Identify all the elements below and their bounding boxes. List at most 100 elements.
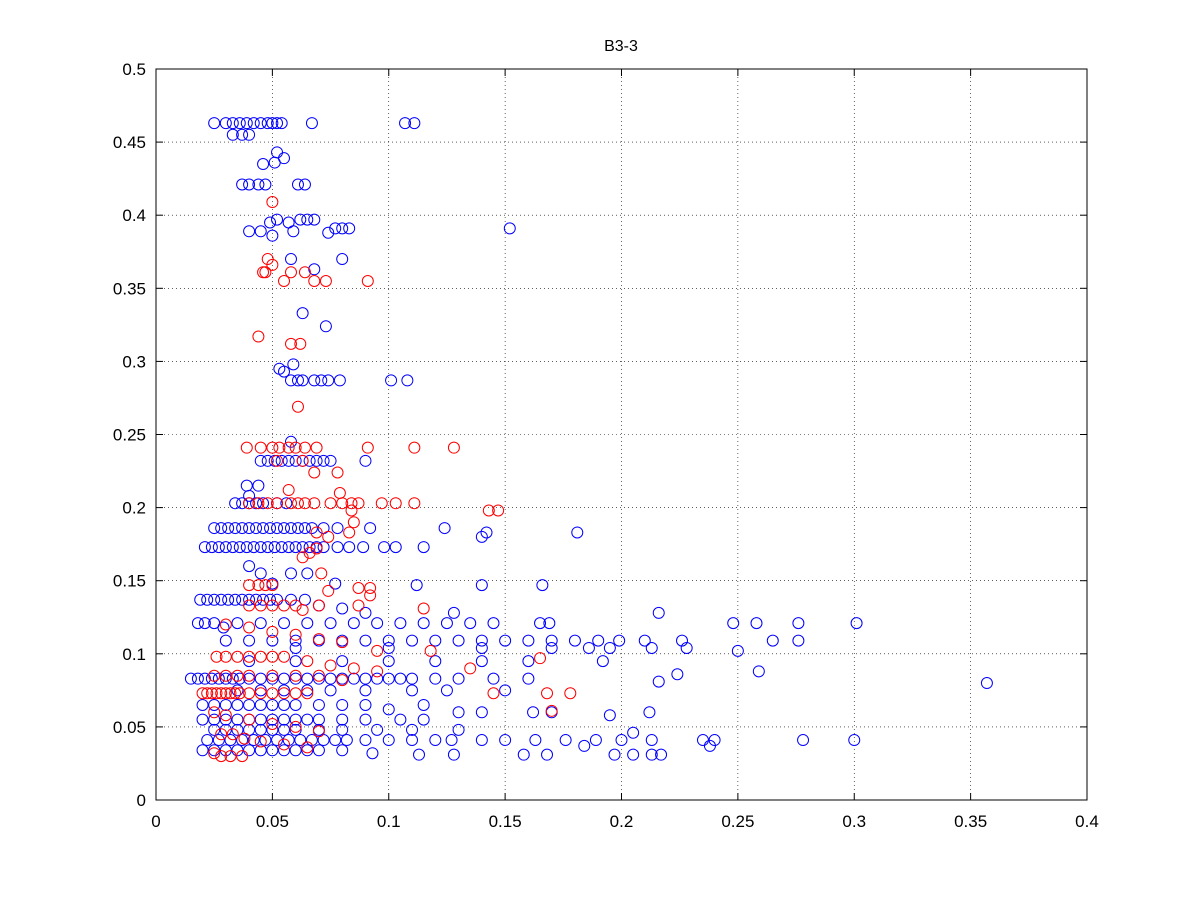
data-point-series-2 <box>289 628 302 641</box>
data-point-series-1 <box>289 454 302 467</box>
data-point-series-1 <box>257 522 270 535</box>
data-point-series-2 <box>417 602 430 615</box>
data-point-series-1 <box>229 497 242 510</box>
data-point-series-2 <box>219 669 232 682</box>
data-point-series-1 <box>475 530 488 543</box>
data-point-series-2 <box>361 441 374 454</box>
data-point-series-1 <box>257 497 270 510</box>
data-point-series-1 <box>284 522 297 535</box>
data-point-series-1 <box>289 672 302 685</box>
data-point-series-1 <box>359 713 372 726</box>
data-point-series-2 <box>424 644 437 657</box>
data-point-series-2 <box>298 441 311 454</box>
data-point-series-2 <box>266 599 279 612</box>
data-point-series-1 <box>254 713 267 726</box>
data-point-series-1 <box>261 541 274 554</box>
data-point-series-1 <box>850 617 863 630</box>
data-point-series-2 <box>219 709 232 722</box>
data-point-series-2 <box>371 665 384 678</box>
data-point-series-1 <box>475 734 488 747</box>
data-point-series-1 <box>371 672 384 685</box>
data-point-series-2 <box>296 603 309 616</box>
data-point-series-2 <box>219 650 232 663</box>
data-point-series-1 <box>289 723 302 736</box>
data-point-series-1 <box>343 541 356 554</box>
y-tick-label: 0.2 <box>122 499 146 518</box>
data-point-series-1 <box>268 541 281 554</box>
data-point-series-1 <box>627 726 640 739</box>
data-point-series-1 <box>294 734 307 747</box>
y-tick-label: 0.15 <box>113 572 146 591</box>
data-point-series-1 <box>655 748 668 761</box>
data-point-series-1 <box>298 178 311 191</box>
data-point-series-1 <box>452 634 465 647</box>
data-point-series-1 <box>312 744 325 757</box>
data-point-series-1 <box>336 222 349 235</box>
data-point-series-1 <box>447 606 460 619</box>
data-point-series-1 <box>329 222 342 235</box>
data-point-series-1 <box>278 713 291 726</box>
data-point-series-1 <box>284 567 297 580</box>
data-point-series-2 <box>389 497 402 510</box>
data-point-series-2 <box>219 618 232 631</box>
x-tick-label: 0.25 <box>721 812 754 831</box>
data-point-series-1 <box>329 734 342 747</box>
data-point-series-2 <box>243 713 256 726</box>
data-point-series-2 <box>252 579 265 592</box>
data-point-series-1 <box>331 541 344 554</box>
data-point-series-1 <box>305 522 318 535</box>
data-point-series-1 <box>254 117 267 130</box>
data-point-series-1 <box>271 213 284 226</box>
data-points <box>184 117 993 763</box>
data-point-series-1 <box>308 213 321 226</box>
data-point-series-1 <box>406 684 419 697</box>
data-point-series-1 <box>224 734 237 747</box>
data-point-series-2 <box>243 669 256 682</box>
data-point-series-1 <box>308 374 321 387</box>
x-tick-label: 0.2 <box>610 812 634 831</box>
data-point-series-2 <box>336 497 349 510</box>
data-point-series-1 <box>291 374 304 387</box>
data-point-series-1 <box>215 522 228 535</box>
data-point-series-1 <box>343 222 356 235</box>
data-point-series-2 <box>312 599 325 612</box>
data-point-series-1 <box>336 602 349 615</box>
data-point-series-1 <box>336 723 349 736</box>
data-point-series-1 <box>545 641 558 654</box>
data-point-series-1 <box>359 698 372 711</box>
data-point-series-1 <box>475 706 488 719</box>
data-point-series-1 <box>324 617 337 630</box>
data-point-series-2 <box>541 687 554 700</box>
data-point-series-1 <box>291 178 304 191</box>
data-point-series-1 <box>347 672 360 685</box>
data-point-series-1 <box>312 672 325 685</box>
data-point-series-1 <box>445 734 458 747</box>
data-point-series-2 <box>243 621 256 634</box>
data-point-series-1 <box>305 734 318 747</box>
data-point-series-2 <box>464 662 477 675</box>
data-point-series-2 <box>308 497 321 510</box>
data-point-series-1 <box>529 734 542 747</box>
data-point-series-2 <box>310 542 323 555</box>
data-point-series-1 <box>615 734 628 747</box>
data-point-series-1 <box>452 672 465 685</box>
data-point-series-1 <box>315 374 328 387</box>
data-point-series-1 <box>254 723 267 736</box>
y-tick-label: 0 <box>137 791 146 810</box>
data-point-series-1 <box>198 672 211 685</box>
data-point-series-2 <box>298 497 311 510</box>
data-point-series-1 <box>317 454 330 467</box>
data-point-series-2 <box>208 747 221 760</box>
data-point-series-1 <box>429 734 442 747</box>
data-point-series-1 <box>475 634 488 647</box>
data-point-series-1 <box>766 634 779 647</box>
data-point-series-1 <box>429 655 442 668</box>
data-point-series-1 <box>589 734 602 747</box>
data-point-series-1 <box>571 526 584 539</box>
data-point-series-1 <box>727 617 740 630</box>
data-point-series-1 <box>545 634 558 647</box>
data-point-series-1 <box>291 522 304 535</box>
data-point-series-1 <box>406 672 419 685</box>
data-point-series-1 <box>568 634 581 647</box>
x-tick-label: 0.4 <box>1075 812 1099 831</box>
